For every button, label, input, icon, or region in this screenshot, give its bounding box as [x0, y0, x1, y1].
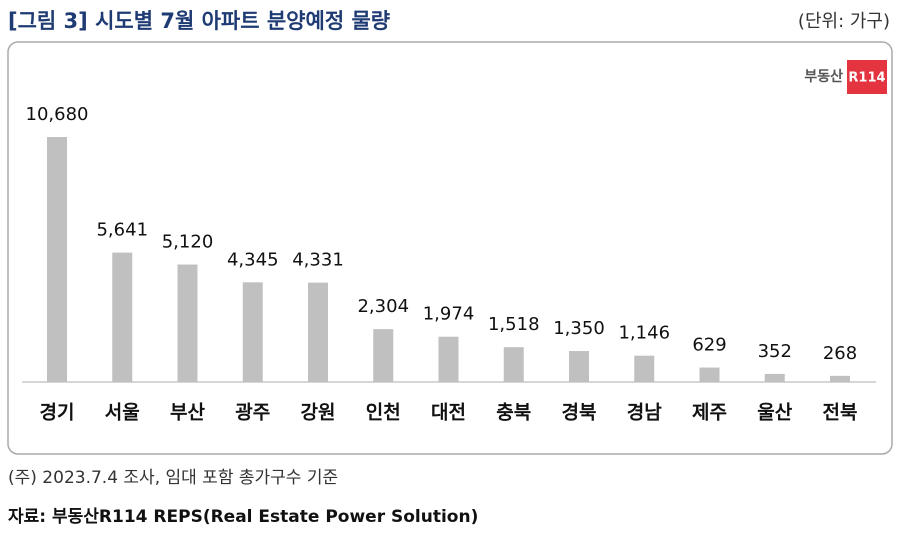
value-label: 4,345 — [227, 249, 279, 270]
x-tick-label: 경기 — [40, 402, 75, 424]
value-label: 1,518 — [488, 314, 540, 335]
x-tick-label: 충북 — [496, 402, 531, 424]
x-tick-label: 경남 — [627, 402, 662, 424]
value-label: 2,304 — [357, 296, 409, 317]
bar — [47, 137, 67, 382]
value-label: 1,146 — [618, 323, 670, 344]
chart-frame — [7, 41, 893, 455]
x-tick-label: 인천 — [366, 402, 401, 424]
bar — [177, 264, 198, 382]
logo-mark: R114 — [848, 71, 885, 86]
bar — [503, 347, 524, 382]
chart-title: [그림 3] 시도별 7월 아파트 분양예정 물량 — [8, 9, 390, 33]
bar — [634, 355, 655, 382]
value-label: 1,350 — [553, 318, 605, 339]
x-tick-label: 서울 — [105, 402, 140, 424]
value-label: 1,974 — [423, 304, 475, 325]
bar — [764, 373, 785, 382]
x-tick-label: 광주 — [235, 402, 270, 424]
value-label: 10,680 — [26, 104, 89, 125]
x-tick-label: 대전 — [431, 402, 466, 424]
bar — [308, 282, 328, 382]
bar — [569, 351, 589, 382]
bar — [830, 375, 850, 382]
value-label: 268 — [823, 343, 857, 364]
bar — [699, 367, 720, 382]
logo-brand: 부동산 — [804, 68, 843, 85]
x-tick-label: 제주 — [692, 402, 727, 424]
x-tick-label: 울산 — [757, 402, 792, 424]
value-label: 629 — [692, 335, 726, 356]
unit-label: (단위: 가구) — [798, 11, 890, 32]
value-label: 5,120 — [162, 232, 214, 253]
bar — [112, 252, 133, 382]
logo-box — [847, 60, 887, 94]
x-tick-label: 부산 — [170, 402, 205, 424]
note: (주) 2023.7.4 조사, 임대 포함 총가구수 기준 — [8, 468, 338, 488]
value-label: 4,331 — [292, 250, 344, 271]
value-label: 5,641 — [96, 220, 148, 241]
value-label: 352 — [758, 341, 792, 362]
x-tick-label: 경북 — [562, 402, 597, 424]
source: 자료: 부동산R114 REPS(Real Estate Power Solut… — [8, 507, 478, 527]
bar — [373, 329, 394, 382]
x-tick-label: 전북 — [823, 402, 858, 424]
bar — [242, 282, 263, 382]
x-tick-label: 강원 — [301, 402, 336, 424]
bar — [438, 336, 459, 382]
